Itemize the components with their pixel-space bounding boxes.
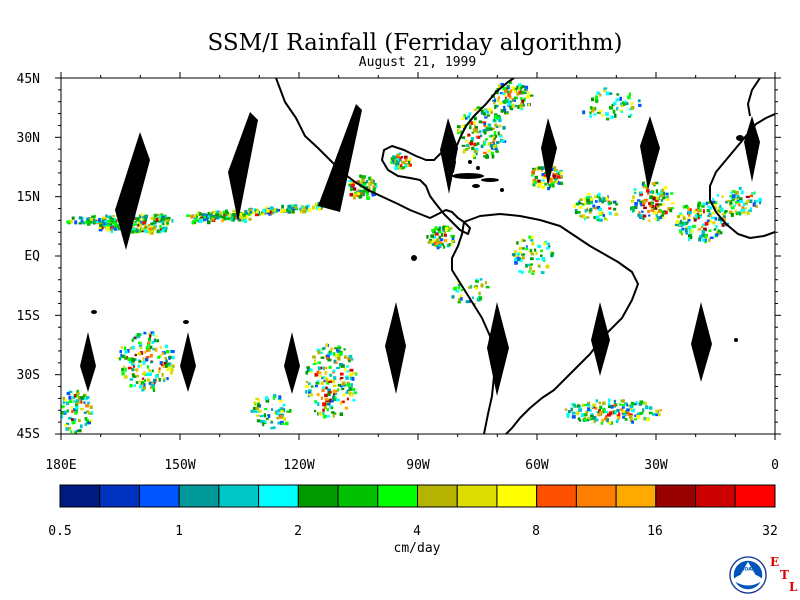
longitude-labels: 180E 150W 120W 90W 60W 30W 0	[45, 458, 779, 473]
colorbar-swatch	[218, 484, 260, 508]
lon-label: 60W	[525, 458, 549, 473]
colorbar-swatch	[655, 484, 697, 508]
colorbar	[59, 484, 776, 508]
coastline-east-us	[454, 78, 515, 151]
lon-label: 120W	[283, 458, 314, 473]
colorbar-units: cm/day	[393, 541, 441, 556]
colorbar-swatch	[615, 484, 657, 508]
map-frame	[60, 77, 776, 435]
etl-letter-e: E	[770, 555, 780, 569]
colorbar-swatch	[138, 484, 180, 508]
map-content	[61, 78, 775, 434]
lon-label: 90W	[406, 458, 430, 473]
colorbar-swatch	[575, 484, 617, 508]
map-date: August 21, 1999	[358, 55, 477, 70]
colorbar-swatch	[377, 484, 418, 508]
lat-label: 30N	[17, 131, 40, 146]
coastline-south-america	[463, 213, 639, 434]
colorbar-swatch	[456, 484, 498, 508]
lon-label: 150W	[164, 458, 195, 473]
axis-ticks	[55, 72, 781, 440]
colorbar-tick-label: 1	[175, 524, 183, 539]
colorbar-tick-label: 4	[413, 524, 421, 539]
islands	[91, 135, 744, 342]
lat-label: 15S	[17, 309, 40, 324]
coastline-iberia	[747, 78, 761, 117]
lon-label: 30W	[644, 458, 668, 473]
colorbar-swatch	[297, 484, 339, 508]
etl-letter-l: L	[789, 580, 798, 594]
coastline-gulf	[381, 145, 471, 235]
colorbar-swatch	[59, 484, 101, 508]
colorbar-swatch	[496, 484, 538, 508]
colorbar-tick-label: 2	[294, 524, 302, 539]
rainfall-field	[61, 80, 763, 434]
lat-label: 45N	[17, 72, 40, 87]
colorbar-tick-labels: 0.5 1 2 4 8 16 32	[48, 524, 778, 539]
etl-letter-t: T	[780, 568, 789, 582]
colorbar-swatch	[417, 484, 458, 508]
colorbar-tick-label: 8	[532, 524, 540, 539]
swath-gaps	[80, 104, 760, 396]
colorbar-swatch	[695, 484, 736, 508]
colorbar-swatch	[99, 484, 140, 508]
colorbar-swatch	[178, 484, 220, 508]
latitude-labels: 45N 30N 15N EQ 15S 30S 45S	[17, 72, 41, 442]
lat-label: EQ	[24, 249, 40, 264]
colorbar-swatch	[536, 484, 577, 508]
colorbar-tick-label: 32	[762, 524, 778, 539]
lat-label: 30S	[17, 368, 40, 383]
colorbar-swatch	[337, 484, 379, 508]
lat-label: 45S	[17, 427, 40, 442]
colorbar-tick-label: 16	[647, 524, 663, 539]
map-title: SSM/I Rainfall (Ferriday algorithm)	[207, 30, 623, 56]
coastlines	[275, 78, 775, 434]
noaa-logo-icon: NOAA	[729, 556, 767, 594]
colorbar-swatch	[734, 484, 776, 508]
lon-label: 0	[771, 458, 779, 473]
logo-text: NOAA	[740, 566, 756, 572]
coastline-south-america-west	[451, 221, 495, 434]
lon-label: 180E	[45, 458, 76, 473]
coastline-north-america	[275, 78, 465, 223]
colorbar-tick-label: 0.5	[48, 524, 71, 539]
colorbar-swatch	[258, 484, 299, 508]
lat-label: 15N	[17, 190, 40, 205]
